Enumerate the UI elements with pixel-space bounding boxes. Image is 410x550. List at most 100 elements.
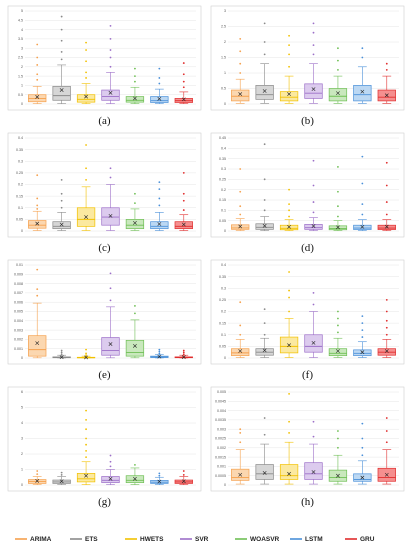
outlier-point: [337, 437, 339, 440]
outlier-point: [263, 41, 266, 43]
y-tick-label: 0.009: [14, 273, 23, 277]
box-gru: [377, 62, 396, 104]
box-woasvr: [328, 166, 348, 231]
outlier-point: [312, 184, 315, 187]
outlier-point: [36, 73, 39, 76]
y-tick-label: 0.4: [18, 136, 23, 140]
outlier-point: [182, 353, 185, 356]
outlier-point: [36, 288, 39, 291]
box-body: [101, 476, 120, 484]
outlier-point: [182, 351, 185, 354]
y-tick-label: 0.0015: [215, 455, 226, 459]
box-body: [304, 224, 323, 230]
outlier-point: [158, 474, 161, 477]
outlier-point: [134, 202, 136, 205]
outlier-point: [385, 213, 388, 216]
panel-frame: [210, 132, 405, 238]
outlier-point: [85, 178, 87, 181]
outlier-point: [85, 49, 87, 51]
box-body: [353, 224, 372, 230]
mean-marker: [133, 343, 137, 348]
outlier-point: [182, 80, 185, 83]
outlier-point: [60, 206, 63, 209]
box-ets: [52, 15, 71, 104]
mean-marker: [84, 473, 88, 478]
outlier-point: [239, 301, 242, 304]
y-tick-label: 1: [21, 468, 23, 472]
box-lstm: [150, 67, 169, 104]
outlier-point: [60, 474, 63, 476]
outlier-point: [85, 348, 87, 351]
outlier-point: [263, 333, 266, 336]
box-body: [76, 94, 96, 103]
outlier-point: [158, 67, 161, 70]
outlier-point: [361, 47, 364, 50]
mean-marker: [84, 94, 88, 99]
outlier-point: [36, 64, 39, 66]
legend-label: HWETS: [140, 536, 164, 543]
outlier-point: [60, 192, 63, 195]
box-hwets: [76, 41, 96, 104]
panel-d: 0 0.05 0.1 0.15 0.2 0.25 0.3 0.35 0.4 0.45 (d): [210, 132, 405, 254]
y-tick-label: 0.1: [18, 206, 23, 210]
box-hwets: [279, 34, 299, 104]
mean-marker: [181, 222, 186, 227]
box-body: [304, 462, 323, 480]
outlier-point: [134, 463, 136, 466]
mean-marker: [108, 342, 113, 346]
y-tick-label: 0: [21, 229, 23, 233]
box-body: [52, 221, 71, 230]
outlier-point: [109, 167, 112, 170]
mean-marker: [384, 224, 389, 229]
outlier-point: [158, 350, 161, 353]
box-gru: [174, 62, 193, 104]
outlier-point: [288, 53, 290, 56]
box-lstm: [353, 422, 372, 485]
box-body: [125, 339, 145, 357]
box-ets: [255, 417, 274, 485]
outlier-point: [85, 456, 87, 458]
mean-marker: [287, 343, 291, 348]
mean-marker: [133, 476, 137, 481]
mean-marker: [181, 479, 186, 484]
box-arima: [28, 43, 47, 104]
y-tick-label: 0.01: [16, 263, 23, 267]
y-tick-label: 2: [224, 40, 226, 44]
box-gru: [174, 171, 193, 231]
outlier-point: [85, 352, 87, 355]
box-lstm: [150, 472, 169, 485]
outlier-point: [158, 188, 161, 191]
outlier-point: [109, 176, 112, 179]
box-svr: [101, 24, 120, 104]
box-gru: [377, 298, 396, 358]
y-tick-label: 0.5: [221, 87, 226, 91]
outlier-point: [134, 305, 136, 307]
box-hwets: [76, 144, 96, 231]
mean-marker: [133, 220, 137, 225]
box-body: [231, 224, 250, 230]
legend: ARIMA ETS HWETS SVR WOASVR LSTM GRU: [15, 536, 375, 543]
outlier-point: [312, 22, 315, 25]
outlier-point: [288, 289, 290, 292]
outlier-point: [361, 213, 364, 216]
box-svr: [304, 292, 323, 358]
outlier-point: [337, 430, 339, 432]
outlier-point: [158, 181, 161, 184]
y-tick-label: 2.5: [221, 25, 226, 29]
outlier-point: [60, 178, 63, 181]
outlier-point: [158, 352, 161, 355]
outlier-point: [182, 209, 185, 211]
y-tick-label: 0.005: [217, 390, 226, 394]
y-tick-label: 0.05: [219, 345, 226, 349]
y-tick-label: 0: [21, 102, 23, 106]
y-tick-label: 0.005: [14, 310, 23, 314]
outlier-point: [263, 308, 266, 311]
outlier-point: [36, 174, 39, 177]
legend-label: GRU: [360, 536, 375, 543]
box-body: [255, 223, 274, 230]
outlier-point: [288, 34, 290, 37]
outlier-point: [109, 65, 112, 68]
outlier-point: [60, 15, 63, 18]
box-body: [353, 85, 372, 102]
outlier-point: [337, 331, 339, 334]
